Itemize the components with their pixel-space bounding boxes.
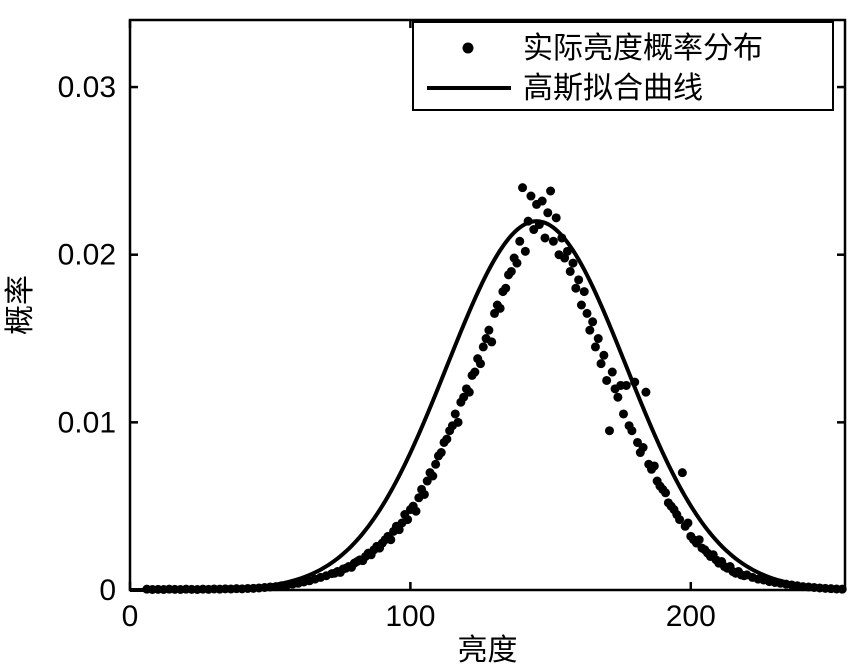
scatter-point: [599, 351, 608, 360]
scatter-point: [627, 426, 636, 435]
scatter-point: [569, 259, 578, 268]
scatter-line-chart: 0 100 200 0 0.01 0.02 0.03 亮度 概率 实际亮度概率分布高斯拟合曲线: [0, 0, 866, 667]
scatter-point: [431, 460, 440, 469]
scatter-point: [515, 237, 524, 246]
scatter-point: [526, 192, 535, 201]
scatter-point: [496, 304, 505, 313]
scatter-point: [538, 197, 547, 206]
scatter-point: [594, 334, 603, 343]
scatter-point: [420, 490, 429, 499]
scatter-point: [683, 518, 692, 527]
scatter-point: [437, 448, 446, 457]
scatter-point: [521, 247, 530, 256]
scatter-point: [476, 359, 485, 368]
scatter-point: [487, 337, 496, 346]
scatter-point: [543, 208, 552, 217]
x-axis-label: 亮度: [458, 634, 518, 667]
scatter-point: [412, 507, 421, 516]
scatter-point: [650, 461, 659, 470]
scatter-point: [535, 220, 544, 229]
scatter-point: [641, 388, 650, 397]
y-tick-label: 0.02: [58, 239, 116, 272]
legend-item-label: 实际亮度概率分布: [523, 32, 763, 65]
scatter-point: [661, 488, 670, 497]
scatter-point: [442, 435, 451, 444]
legend-item-label: 高斯拟合曲线: [523, 72, 703, 105]
scatter-point: [428, 472, 437, 481]
scatter-point: [470, 368, 479, 377]
scatter-point: [583, 309, 592, 318]
scatter-point: [546, 187, 555, 196]
scatter-point: [451, 409, 460, 418]
scatter-point: [585, 326, 594, 335]
scatter-point: [507, 267, 516, 276]
scatter-point: [580, 287, 589, 296]
legend-marker-icon: [463, 43, 474, 54]
scatter-point: [484, 326, 493, 335]
scatter-point: [619, 409, 628, 418]
scatter-point: [695, 535, 704, 544]
scatter-point: [479, 342, 488, 351]
scatter-point: [574, 275, 583, 284]
scatter-point: [563, 247, 572, 256]
x-tick-label: 0: [122, 600, 139, 633]
scatter-point: [613, 393, 622, 402]
scatter-point: [454, 418, 463, 427]
y-tick-label: 0.01: [58, 406, 116, 439]
scatter-point: [630, 378, 639, 387]
x-tick-label: 200: [666, 600, 716, 633]
scatter-point: [465, 388, 474, 397]
scatter-point: [591, 342, 600, 351]
scatter-point: [540, 233, 549, 242]
scatter-point: [608, 368, 617, 377]
chart-container: 0 100 200 0 0.01 0.02 0.03 亮度 概率 实际亮度概率分布高斯拟合曲线: [0, 0, 866, 667]
scatter-point: [512, 259, 521, 268]
scatter-point: [838, 585, 847, 594]
scatter-point: [571, 284, 580, 293]
scatter-point: [588, 317, 597, 326]
scatter-point: [605, 426, 614, 435]
scatter-point: [678, 468, 687, 477]
y-tick-label: 0: [99, 574, 116, 607]
y-tick-label: 0.03: [58, 71, 116, 104]
scatter-point: [501, 284, 510, 293]
scatter-point: [524, 217, 533, 226]
scatter-point: [597, 359, 606, 368]
scatter-point: [403, 515, 412, 524]
scatter-point: [518, 183, 527, 192]
scatter-point: [386, 535, 395, 544]
scatter-point: [622, 381, 631, 390]
y-axis-label: 概率: [4, 275, 37, 335]
x-tick-label: 100: [385, 600, 435, 633]
scatter-point: [577, 301, 586, 310]
scatter-point: [557, 233, 566, 242]
scatter-point: [566, 267, 575, 276]
scatter-point: [639, 443, 648, 452]
scatter-point: [552, 213, 561, 222]
scatter-point: [602, 376, 611, 385]
scatter-point: [549, 237, 558, 246]
